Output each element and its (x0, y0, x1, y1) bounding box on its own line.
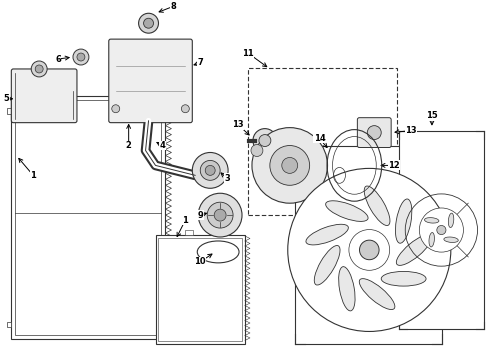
Circle shape (31, 61, 47, 77)
Bar (15, 100, 162, 336)
Text: 13: 13 (232, 120, 244, 129)
Circle shape (35, 65, 43, 73)
Circle shape (368, 126, 381, 140)
Text: 7: 7 (197, 58, 203, 67)
Text: 9: 9 (197, 211, 203, 220)
Ellipse shape (396, 234, 432, 265)
Circle shape (200, 161, 220, 180)
Ellipse shape (424, 218, 439, 223)
Circle shape (419, 208, 464, 252)
Ellipse shape (395, 199, 412, 243)
Text: 15: 15 (426, 111, 438, 120)
Circle shape (112, 105, 120, 113)
Text: 6: 6 (55, 54, 61, 63)
Circle shape (288, 168, 451, 332)
Ellipse shape (339, 267, 355, 311)
Bar (158, 238, 242, 341)
Bar (155, 235, 245, 345)
Circle shape (252, 128, 327, 203)
Circle shape (214, 209, 226, 221)
Circle shape (360, 240, 379, 260)
Circle shape (144, 18, 153, 28)
Ellipse shape (444, 237, 458, 242)
Text: 10: 10 (195, 257, 206, 266)
Bar (294, 145, 442, 345)
FancyBboxPatch shape (109, 39, 192, 123)
Bar (11, 96, 166, 339)
Text: 8: 8 (171, 2, 176, 11)
Text: 12: 12 (388, 161, 400, 170)
Ellipse shape (314, 246, 340, 285)
Ellipse shape (429, 233, 435, 247)
Ellipse shape (359, 279, 395, 310)
Text: 14: 14 (314, 134, 325, 143)
Bar (7, 108, 11, 114)
Bar (248, 68, 397, 215)
Circle shape (270, 145, 310, 185)
Circle shape (139, 13, 158, 33)
Circle shape (437, 225, 446, 235)
Circle shape (73, 49, 89, 65)
Text: 13: 13 (405, 126, 417, 135)
Circle shape (282, 157, 298, 174)
Ellipse shape (326, 201, 368, 221)
Circle shape (192, 153, 228, 188)
Ellipse shape (364, 186, 390, 225)
Ellipse shape (381, 271, 426, 286)
Circle shape (181, 105, 189, 113)
Circle shape (253, 129, 277, 153)
Text: 1: 1 (30, 171, 36, 180)
Text: 3: 3 (224, 174, 230, 183)
Ellipse shape (448, 213, 454, 228)
Circle shape (198, 193, 242, 237)
Bar (7, 321, 11, 328)
FancyBboxPatch shape (11, 69, 77, 123)
Circle shape (259, 135, 271, 147)
Text: 4: 4 (160, 141, 166, 150)
Text: 2: 2 (126, 141, 132, 150)
Bar (399, 131, 484, 329)
Circle shape (205, 165, 215, 175)
Text: 5: 5 (3, 94, 9, 103)
Circle shape (207, 202, 233, 228)
Text: 11: 11 (242, 49, 254, 58)
FancyBboxPatch shape (357, 118, 391, 148)
Circle shape (77, 53, 85, 61)
Text: 1: 1 (182, 216, 188, 225)
Bar (185, 230, 193, 235)
Ellipse shape (306, 224, 348, 245)
Circle shape (251, 144, 263, 157)
